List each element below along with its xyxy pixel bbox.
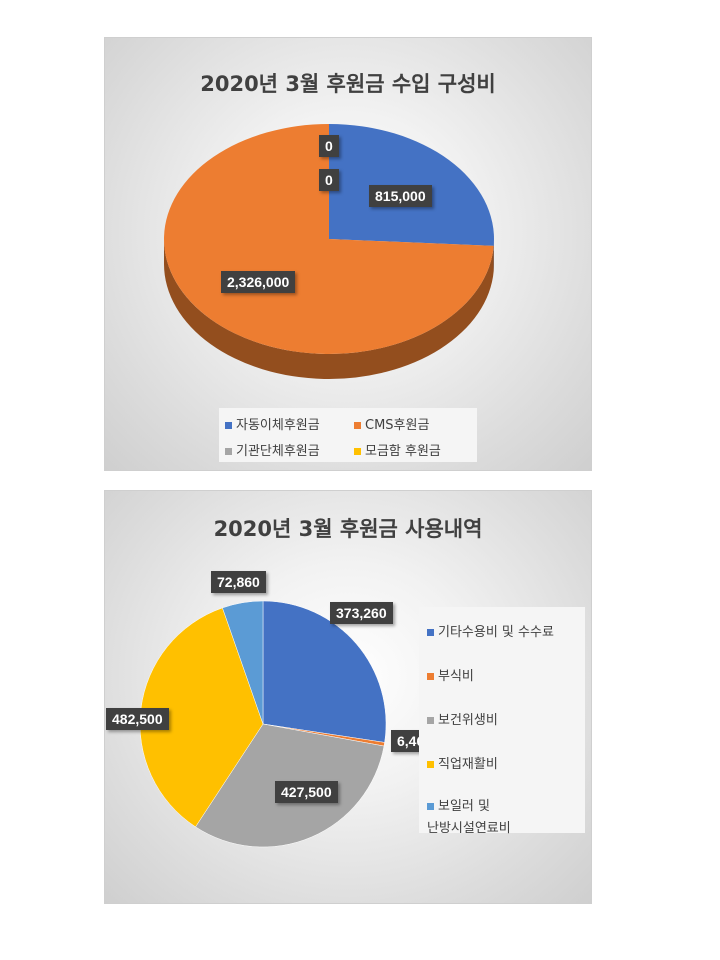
legend-item-3: 기관단체후원금 [225,440,320,459]
legend-swatch [427,629,434,636]
data-label-slice-4: 482,500 [106,708,169,730]
data-label-slice-1: 373,260 [330,602,393,624]
legend-swatch [354,422,361,429]
legend-item-5: 보일러 및 [427,795,490,814]
legend-item-2: CMS후원금 [354,414,429,433]
legend-item-4: 직업재활비 [427,753,498,772]
legend-label: 기타수용비 및 수수료 [438,625,554,640]
legend-label: 기관단체후원금 [236,444,320,459]
legend-swatch [427,803,434,810]
chart-title: 2020년 3월 후원금 수입 구성비 [200,72,496,96]
legend-label: 부식비 [438,669,474,684]
legend-label: 모금함 후원금 [365,444,441,459]
legend-label: 자동이체후원금 [236,418,320,433]
legend-label: 직업재활비 [438,757,498,772]
legend-swatch [427,761,434,768]
chart-expense-panel: 2020년 3월 후원금 사용내역 373,260 6,460 427,500 … [104,490,592,904]
pie-slice-2 [163,124,494,354]
legend-item-1: 기타수용비 및 수수료 [427,621,554,640]
legend-swatch [427,673,434,680]
pie-slice-1 [329,124,495,246]
data-label-slice-1: 815,000 [369,185,432,207]
legend-swatch [225,422,232,429]
legend-item-3: 보건위생비 [427,709,498,728]
legend-item-5-line-2: 난방시설연료비 [427,817,511,836]
chart-title: 2020년 3월 후원금 사용내역 [213,517,483,541]
legend-swatch [354,448,361,455]
data-label-slice-4: 0 [319,135,339,157]
legend-label: 보건위생비 [438,713,498,728]
pie-side-2 [164,239,494,379]
legend-item-1: 자동이체후원금 [225,414,320,433]
data-label-slice-3: 427,500 [275,781,338,803]
data-label-slice-3: 0 [319,169,339,191]
legend: 기타수용비 및 수수료 부식비 보건위생비 직업재활비 보일러 및 난방시설연료… [419,607,585,836]
legend-swatch [225,448,232,455]
legend-item-2: 부식비 [427,665,474,684]
legend-label: CMS후원금 [365,418,430,433]
legend-label: 난방시설연료비 [427,821,511,836]
data-label-slice-2: 2,326,000 [221,271,296,293]
legend-swatch [427,717,434,724]
legend-item-4: 모금함 후원금 [354,440,441,459]
legend: 자동이체후원금 CMS후원금 기관단체후원금 모금함 후원금 [219,408,477,462]
legend-label: 보일러 및 [438,799,490,814]
pie-chart-income [163,124,495,379]
pie-slice-5 [222,600,264,725]
pie-slice-1 [262,600,387,743]
chart-income-panel: 2020년 3월 후원금 수입 구성비 0 0 815,000 2,326,00… [104,37,592,471]
data-label-slice-5: 72,860 [211,571,266,593]
